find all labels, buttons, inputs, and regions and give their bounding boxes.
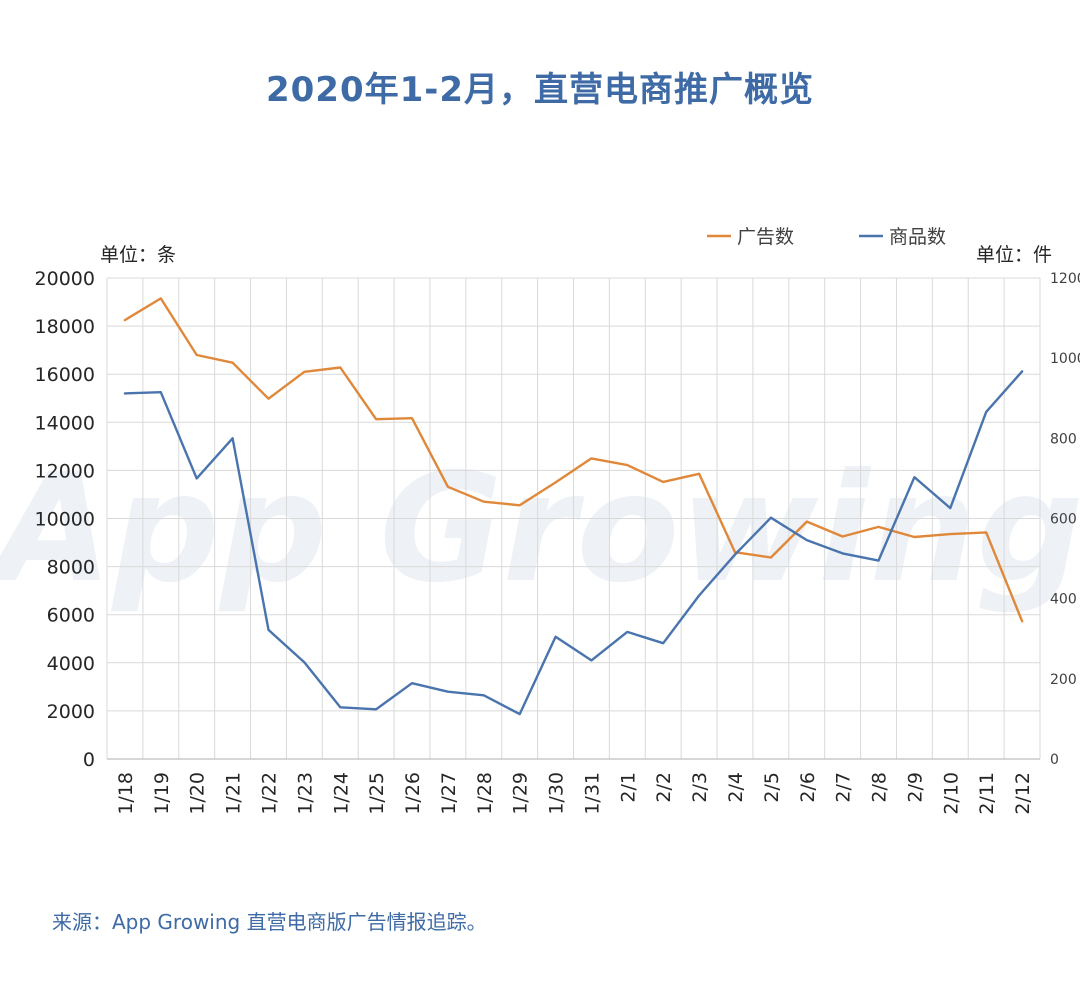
x-tick-label: 2/9 <box>904 772 926 803</box>
x-tick-label: 1/28 <box>474 772 496 815</box>
series-line-products <box>123 370 1024 716</box>
axes: 0200040006000800010000120001400016000180… <box>35 244 1080 815</box>
x-tick-label: 1/26 <box>402 772 424 815</box>
x-tick-label: 1/24 <box>330 772 352 815</box>
y-right-tick-label: 0 <box>1050 752 1059 768</box>
x-tick-label: 1/20 <box>187 772 209 815</box>
x-tick-label: 1/18 <box>115 772 137 815</box>
legend: 广告数 商品数 <box>707 226 946 248</box>
x-tick-label: 2/1 <box>617 772 639 803</box>
x-tick-label: 2/11 <box>976 772 998 815</box>
y-right-tick-label: 1200 <box>1050 271 1080 287</box>
y-right-tick-label: 400 <box>1050 592 1077 608</box>
y-left-tick-label: 16000 <box>35 364 95 386</box>
y-right-tick-label: 1000 <box>1050 351 1080 367</box>
y-left-tick-label: 14000 <box>35 412 95 434</box>
y-left-tick-label: 12000 <box>35 460 95 482</box>
x-tick-label: 1/30 <box>546 772 568 815</box>
y-left-tick-label: 20000 <box>35 268 95 290</box>
series-line-ads <box>123 297 1024 623</box>
x-tick-label: 1/27 <box>438 772 460 815</box>
source-note: 来源：App Growing 直营电商版广告情报追踪。 <box>52 910 487 934</box>
x-tick-label: 1/25 <box>366 772 388 815</box>
y-left-tick-label: 2000 <box>47 701 95 723</box>
legend-label: 商品数 <box>889 226 946 248</box>
watermark: App Growing <box>0 442 1080 616</box>
legend-label: 广告数 <box>737 226 794 248</box>
x-tick-label: 1/19 <box>151 772 173 815</box>
watermark-text: App Growing <box>0 442 1080 616</box>
x-tick-label: 2/8 <box>869 772 891 803</box>
y-left-tick-label: 10000 <box>35 509 95 531</box>
x-tick-label: 2/6 <box>797 772 819 803</box>
x-tick-label: 1/22 <box>258 772 280 815</box>
x-tick-label: 1/23 <box>294 772 316 815</box>
x-tick-label: 1/21 <box>223 772 245 815</box>
x-tick-label: 2/4 <box>725 772 747 803</box>
y-left-tick-label: 18000 <box>35 316 95 338</box>
y-left-tick-label: 8000 <box>47 557 95 579</box>
x-tick-label: 1/31 <box>581 772 603 815</box>
y-right-unit-label: 单位：件 <box>976 244 1052 266</box>
x-tick-label: 2/3 <box>689 772 711 803</box>
y-right-tick-label: 800 <box>1050 431 1077 447</box>
x-tick-label: 2/2 <box>653 772 675 803</box>
x-tick-label: 2/10 <box>940 772 962 815</box>
series-lines <box>123 297 1024 716</box>
y-left-tick-label: 6000 <box>47 605 95 627</box>
y-right-tick-label: 600 <box>1050 512 1077 528</box>
x-tick-label: 2/5 <box>761 772 783 803</box>
y-left-tick-label: 0 <box>83 749 95 771</box>
x-tick-label: 1/29 <box>510 772 532 815</box>
chart-title: 2020年1-2月，直营电商推广概览 <box>265 70 815 110</box>
x-tick-label: 2/7 <box>833 772 855 803</box>
y-left-tick-label: 4000 <box>47 653 95 675</box>
x-tick-label: 2/12 <box>1012 772 1034 815</box>
y-right-tick-label: 200 <box>1050 672 1077 688</box>
y-left-unit-label: 单位：条 <box>100 244 176 266</box>
grid <box>106 277 1041 760</box>
